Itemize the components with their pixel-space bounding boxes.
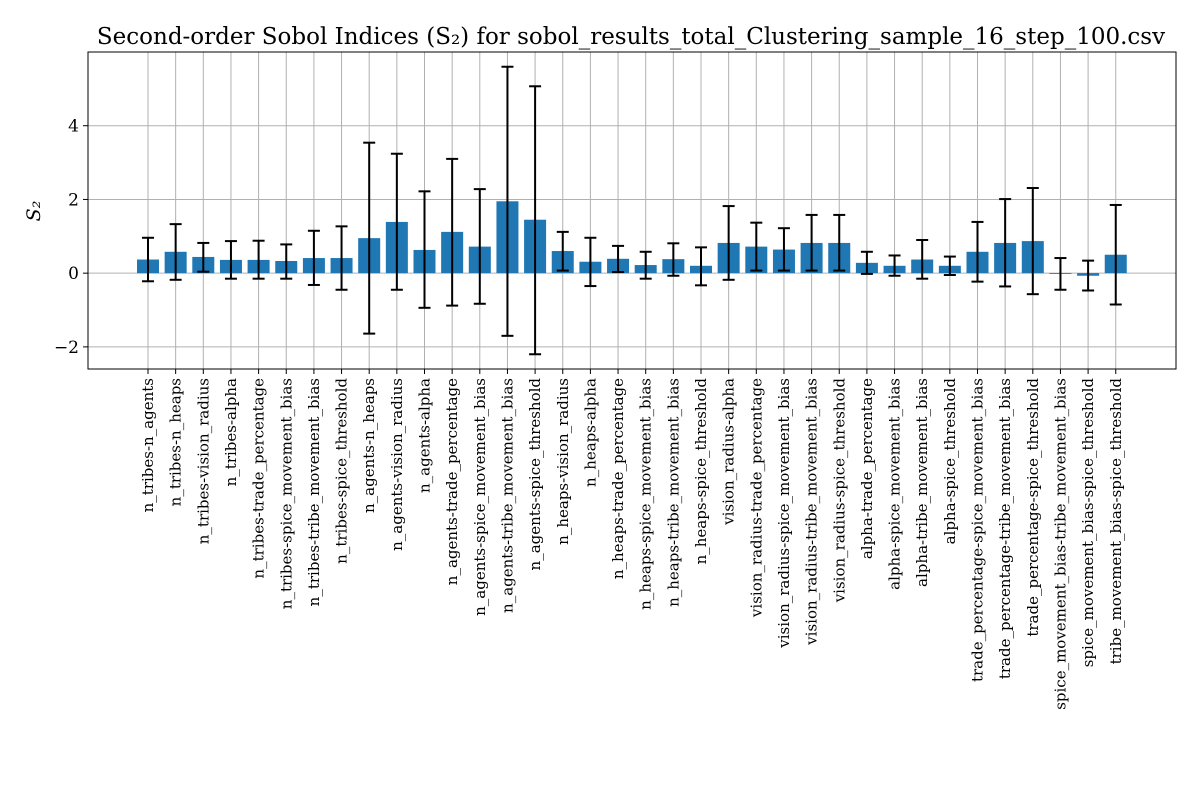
error-bar-vision_radius-alpha bbox=[722, 205, 735, 281]
error-bar-alpha-tribe_movement_bias bbox=[916, 238, 929, 280]
x-tick-label: trade_percentage-spice_movement_bias bbox=[969, 378, 987, 682]
error-bar-n_tribes-spice_movement_bias bbox=[280, 243, 293, 280]
x-tick-label: spice_movement_bias-spice_threshold bbox=[1079, 378, 1097, 668]
x-tick-label: vision_radius-alpha bbox=[720, 378, 738, 526]
y-axis-label: S₂ bbox=[23, 201, 45, 222]
error-bar-n_agents-trade_percentage bbox=[446, 157, 459, 307]
x-tick-label: vision_radius-spice_threshold bbox=[830, 378, 848, 604]
x-tick-label: n_agents-spice_movement_bias bbox=[471, 378, 489, 616]
error-bar-n_heaps-alpha bbox=[584, 236, 597, 288]
error-bar-n_agents-spice_threshold bbox=[529, 85, 542, 356]
x-tick-label: n_heaps-spice_threshold bbox=[692, 378, 710, 565]
error-bar-trade_percentage-spice_threshold bbox=[1026, 187, 1039, 296]
error-bar-n_heaps-spice_threshold bbox=[695, 246, 707, 287]
error-bar-n_tribes-tribe_movement_bias bbox=[307, 229, 320, 286]
error-bar-vision_radius-trade_percentage bbox=[750, 221, 763, 272]
error-bar-alpha-spice_threshold bbox=[943, 255, 956, 277]
error-bar-vision_radius-spice_threshold bbox=[833, 213, 846, 272]
x-tick-label: n_tribes-trade_percentage bbox=[250, 378, 268, 579]
x-tick-label: n_agents-spice_threshold bbox=[526, 378, 544, 571]
x-tick-label: n_tribes-alpha bbox=[222, 378, 240, 486]
error-bar-n_heaps-tribe_movement_bias bbox=[667, 242, 680, 277]
x-tick-label: n_tribes-spice_movement_bias bbox=[277, 378, 295, 609]
error-bar-n_agents-n_heaps bbox=[363, 141, 376, 335]
x-tick-label: n_heaps-tribe_movement_bias bbox=[664, 378, 682, 607]
x-tick-label: alpha-tribe_movement_bias bbox=[913, 378, 931, 587]
error-bar-vision_radius-spice_movement_bias bbox=[777, 227, 790, 272]
x-tick-label: vision_radius-spice_movement_bias bbox=[775, 378, 793, 649]
x-tick-label: n_agents-vision_radius bbox=[388, 378, 406, 551]
y-tick-label: 0 bbox=[68, 264, 79, 284]
x-tick-label: vision_radius-trade_percentage bbox=[747, 378, 765, 618]
error-bar-n_tribes-alpha bbox=[224, 240, 237, 280]
y-tick-label: 2 bbox=[68, 190, 79, 210]
y-tick-label: 4 bbox=[68, 117, 79, 137]
x-tick-label: alpha-spice_threshold bbox=[941, 378, 959, 545]
error-bar-n_tribes-n_agents bbox=[142, 236, 154, 283]
error-bar-n_heaps-spice_movement_bias bbox=[639, 250, 652, 280]
x-tick-label: spice_movement_bias-tribe_movement_bias bbox=[1051, 378, 1069, 710]
x-tick-label: n_tribes-n_agents bbox=[139, 378, 157, 512]
x-tick-label: n_tribes-n_heaps bbox=[167, 378, 185, 506]
grid-lines bbox=[88, 52, 1176, 369]
error-bar-trade_percentage-tribe_movement_bias bbox=[999, 198, 1012, 288]
x-tick-label: n_agents-n_heaps bbox=[360, 378, 378, 513]
x-tick-label: tribe_movement_bias-spice_threshold bbox=[1107, 378, 1125, 665]
x-tick-label: n_agents-alpha bbox=[416, 378, 434, 493]
error-bar-n_tribes-n_heaps bbox=[169, 223, 182, 281]
error-bar-vision_radius-tribe_movement_bias bbox=[805, 213, 818, 272]
x-tick-label: n_tribes-tribe_movement_bias bbox=[305, 378, 323, 606]
error-bars bbox=[142, 65, 1122, 356]
x-tick-label: n_tribes-vision_radius bbox=[194, 378, 212, 544]
error-bar-n_agents-vision_radius bbox=[390, 152, 403, 291]
x-tick-label: n_heaps-spice_movement_bias bbox=[637, 378, 655, 610]
x-tick-label: trade_percentage-tribe_movement_bias bbox=[996, 378, 1014, 679]
error-bar-n_heaps-trade_percentage bbox=[612, 244, 625, 274]
x-tick-label: trade_percentage-spice_threshold bbox=[1024, 378, 1042, 637]
x-tick-label: n_heaps-vision_radius bbox=[554, 378, 572, 545]
error-bar-alpha-trade_percentage bbox=[860, 250, 873, 275]
error-bar-n_agents-alpha bbox=[418, 190, 431, 309]
error-bar-n_agents-spice_movement_bias bbox=[473, 188, 486, 305]
x-tick-label: vision_radius-tribe_movement_bias bbox=[803, 378, 821, 646]
error-bar-n_tribes-vision_radius bbox=[197, 241, 210, 273]
x-tick-label: n_heaps-alpha bbox=[581, 378, 599, 487]
plot-frame bbox=[87, 51, 1177, 370]
error-bar-n_heaps-vision_radius bbox=[556, 230, 569, 272]
x-tick-label: n_tribes-spice_threshold bbox=[333, 378, 351, 564]
x-axis-ticks: n_tribes-n_agents n_tribes-n_heaps n_tribe… bbox=[139, 369, 1125, 710]
y-tick-label: −2 bbox=[54, 338, 79, 358]
x-tick-label: n_agents-trade_percentage bbox=[443, 378, 461, 585]
error-bar-n_agents-tribe_movement_bias bbox=[501, 65, 514, 337]
error-bar-spice_movement_bias-spice_threshold bbox=[1082, 259, 1095, 292]
x-tick-label: alpha-spice_movement_bias bbox=[886, 378, 904, 590]
x-tick-label: n_agents-tribe_movement_bias bbox=[498, 378, 516, 613]
error-bar-n_tribes-trade_percentage bbox=[252, 239, 265, 280]
x-tick-label: alpha-trade_percentage bbox=[858, 378, 876, 559]
error-bar-n_tribes-spice_threshold bbox=[335, 225, 348, 291]
chart-title: Second-order Sobol Indices (S₂) for sobo… bbox=[97, 24, 1165, 50]
error-bar-trade_percentage-spice_movement_bias bbox=[971, 220, 984, 283]
x-tick-label: n_heaps-trade_percentage bbox=[609, 378, 627, 579]
error-bar-spice_movement_bias-tribe_movement_bias bbox=[1054, 257, 1067, 291]
y-axis-ticks: −2 0 2 4 bbox=[54, 117, 88, 358]
error-bar-tribe_movement_bias-spice_threshold bbox=[1109, 203, 1122, 306]
error-bar-alpha-spice_movement_bias bbox=[888, 254, 901, 277]
